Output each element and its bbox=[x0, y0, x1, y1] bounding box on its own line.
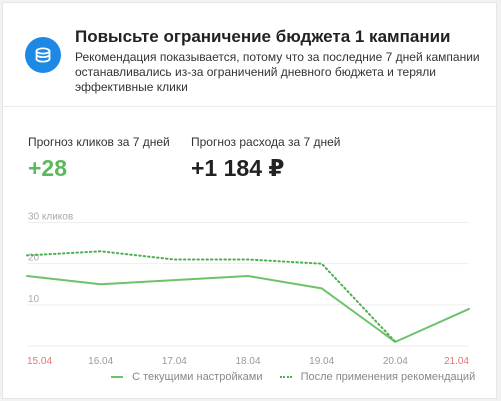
y-tick-label: 20 bbox=[28, 253, 40, 264]
x-tick-label: 20.04 bbox=[383, 356, 408, 367]
clicks-forecast-value: +28 bbox=[28, 155, 68, 181]
legend-swatch-solid bbox=[111, 376, 123, 379]
series-line-recommended bbox=[26, 250, 397, 343]
legend-item-current[interactable]: С текущими настройками bbox=[111, 371, 262, 383]
x-tick-label: 21.04 bbox=[444, 356, 469, 367]
legend-item-recommended[interactable]: После применения рекомендаций bbox=[279, 371, 476, 383]
x-tick-label: 17.04 bbox=[162, 356, 187, 367]
legend-label-recommended: После применения рекомендаций bbox=[300, 371, 476, 383]
card-header: Повысьте ограничение бюджета 1 кампании … bbox=[3, 3, 496, 107]
coins-icon bbox=[25, 37, 61, 73]
spend-forecast-value: +1 184 ₽ bbox=[191, 155, 285, 181]
legend-swatch-dotted bbox=[279, 376, 292, 379]
x-tick-label: 16.04 bbox=[88, 356, 113, 367]
x-tick-label: 15.04 bbox=[27, 356, 52, 367]
legend-label-current: С текущими настройками bbox=[132, 371, 263, 383]
y-tick-label: 30 кликов bbox=[28, 211, 73, 222]
x-tick-label: 18.04 bbox=[235, 356, 260, 367]
x-tick-label: 19.04 bbox=[309, 356, 334, 367]
card-description: Рекомендация показывается, потому что за… bbox=[75, 50, 480, 94]
clicks-forecast-label: Прогноз кликов за 7 дней bbox=[28, 135, 170, 149]
chart-legend: С текущими настройками После применения … bbox=[111, 371, 489, 383]
card-title: Повысьте ограничение бюджета 1 кампании bbox=[75, 27, 451, 46]
recommendation-card: Повысьте ограничение бюджета 1 кампании … bbox=[2, 2, 497, 399]
series-line-current bbox=[26, 275, 470, 343]
forecast-chart: 10 20 30 кликов 15.04 16.04 17.04 18.04 19.04 20… bbox=[26, 211, 470, 367]
spend-forecast-label: Прогноз расхода за 7 дней bbox=[191, 135, 341, 149]
y-tick-label: 10 bbox=[28, 294, 40, 305]
